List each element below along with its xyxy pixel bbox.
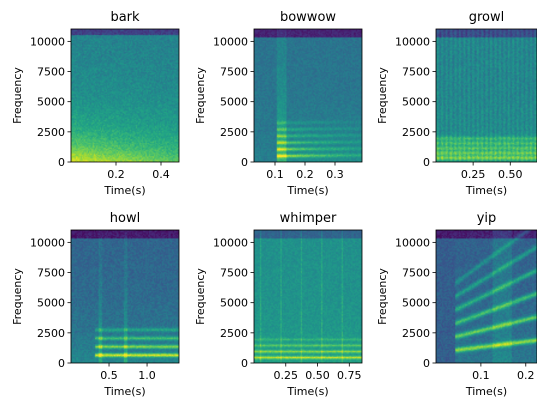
x-tick-label: 0.3	[326, 168, 344, 181]
x-tick-label: 0.75	[337, 369, 362, 382]
x-tick-label: 0.1	[266, 168, 284, 181]
spectrogram-heatmap	[71, 230, 179, 363]
x-axis-label: Time(s)	[465, 385, 507, 398]
panel-title: howl	[110, 211, 140, 226]
y-tick-label: 5000	[220, 297, 248, 310]
x-tick-label: 0.4	[152, 168, 170, 181]
y-tick-label: 10000	[30, 35, 65, 48]
y-axis-label: Frequency	[194, 67, 207, 124]
y-tick-label: 0	[423, 156, 430, 169]
spectrogram-heatmap	[436, 230, 537, 363]
x-tick-label: 1.0	[138, 369, 156, 382]
axes-frame	[70, 28, 180, 163]
y-tick-label: 0	[241, 156, 248, 169]
y-tick-label: 2500	[402, 126, 430, 139]
panel-title: bark	[110, 10, 140, 25]
y-tick-label: 7500	[402, 66, 430, 79]
y-tick-label: 2500	[220, 327, 248, 340]
x-axis-label: Time(s)	[103, 385, 145, 398]
y-tick-label: 2500	[37, 126, 65, 139]
x-axis-label: Time(s)	[465, 184, 507, 197]
spectrogram-heatmap	[71, 29, 179, 162]
x-tick-label: 0.50	[305, 369, 330, 382]
y-tick-label: 2500	[37, 327, 65, 340]
panel-bark: bark 0 2500 5000 7500 10000 0.2 0.4 Time(s) Frequ…	[11, 10, 180, 197]
x-axis-label: Time(s)	[103, 184, 145, 197]
y-tick-label: 5000	[402, 96, 430, 109]
y-axis-label: Frequency	[11, 67, 24, 124]
panel-growl: growl 0 2500 5000 7500 10000 0.25 0.50 Time(s) Fr…	[376, 10, 537, 197]
y-tick-label: 10000	[395, 35, 430, 48]
x-axis-label: Time(s)	[286, 184, 328, 197]
x-tick-label: 0.2	[296, 168, 314, 181]
y-tick-label: 7500	[37, 66, 65, 79]
x-tick-label: 0.25	[274, 369, 299, 382]
axes-frame	[70, 229, 180, 364]
y-tick-label: 5000	[37, 297, 65, 310]
x-axis-label: Time(s)	[286, 385, 328, 398]
y-tick-label: 7500	[220, 66, 248, 79]
y-tick-label: 5000	[37, 96, 65, 109]
y-tick-label: 7500	[402, 267, 430, 280]
y-tick-label: 7500	[220, 267, 248, 280]
x-tick-label: 0.2	[107, 168, 125, 181]
y-axis-label: Frequency	[376, 67, 389, 124]
y-axis-label: Frequency	[11, 268, 24, 325]
spectrogram-heatmap	[254, 29, 362, 162]
spectrogram-heatmap	[436, 29, 537, 162]
axes-frame	[435, 229, 537, 364]
axes-frame	[253, 229, 363, 364]
y-axis-label: Frequency	[376, 268, 389, 325]
x-tick-label: 0.1	[472, 369, 490, 382]
axes-frame	[435, 28, 537, 163]
panel-whimper: whimper 0 2500 5000 7500 10000 0.25 0.50 0.75 Tim…	[194, 211, 363, 398]
x-tick-label: 0.25	[461, 168, 486, 181]
panel-bowwow: bowwow 0 2500 5000 7500 10000 0.1 0.2 0.3 Time(s)…	[194, 10, 363, 197]
y-tick-label: 0	[58, 357, 65, 370]
y-tick-label: 0	[423, 357, 430, 370]
x-tick-label: 0.50	[498, 168, 523, 181]
y-tick-label: 2500	[402, 327, 430, 340]
y-tick-label: 10000	[395, 236, 430, 249]
x-tick-label: 0.2	[517, 369, 535, 382]
spectrogram-heatmap	[254, 230, 362, 363]
y-tick-label: 0	[241, 357, 248, 370]
y-tick-label: 5000	[402, 297, 430, 310]
y-tick-label: 10000	[30, 236, 65, 249]
panel-yip: yip 0 2500 5000 7500 10000 0.1 0.2 Time(s) Freque…	[376, 211, 537, 398]
panel-howl: howl 0 2500 5000 7500 10000 0.5 1.0 Time(s) Frequ…	[11, 211, 180, 398]
panel-title: growl	[469, 10, 505, 25]
axes-frame	[253, 28, 363, 163]
y-tick-label: 7500	[37, 267, 65, 280]
panel-title: bowwow	[280, 10, 336, 25]
panel-title: whimper	[280, 211, 337, 226]
y-tick-label: 5000	[220, 96, 248, 109]
x-tick-label: 0.5	[100, 369, 118, 382]
y-axis-label: Frequency	[194, 268, 207, 325]
y-tick-label: 0	[58, 156, 65, 169]
y-tick-label: 10000	[213, 35, 248, 48]
panel-title: yip	[477, 211, 497, 226]
y-tick-label: 10000	[213, 236, 248, 249]
y-tick-label: 2500	[220, 126, 248, 139]
